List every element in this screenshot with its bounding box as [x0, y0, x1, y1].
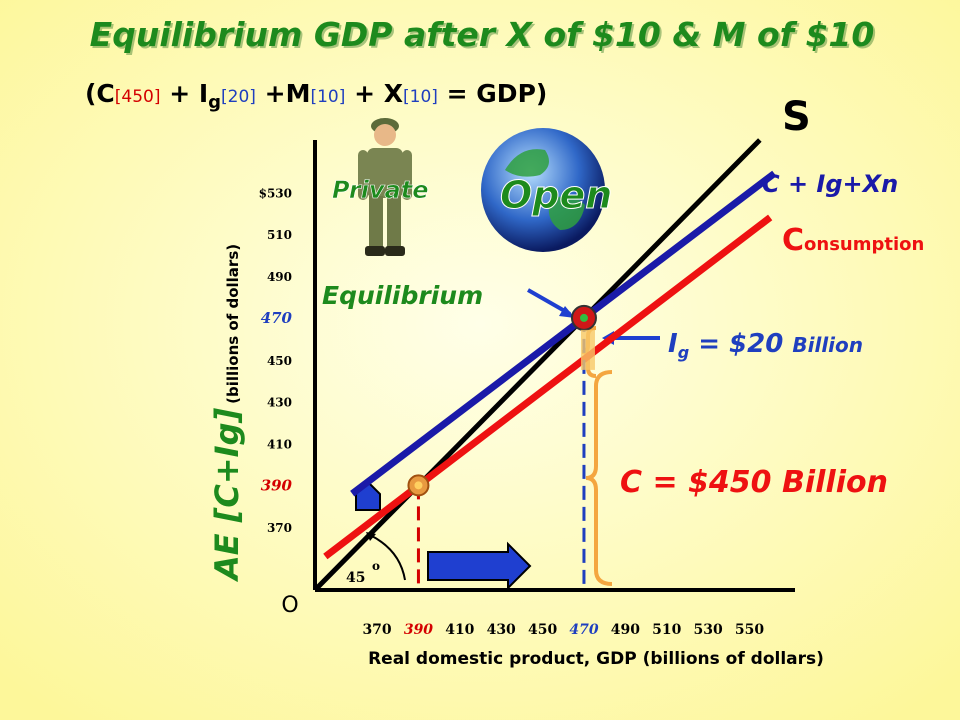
series-label: C + Ig+Xn — [762, 170, 898, 198]
x-tick-label: 410 — [445, 622, 474, 638]
y-tick-label: 370 — [267, 521, 292, 535]
title-shadow: Equilibrium GDP after X of $10 & M of $1… — [92, 17, 877, 56]
x-axis-label: Real domestic product, GDP (billions of … — [368, 649, 824, 669]
subtitle-part: g — [208, 92, 221, 113]
open-label: Open — [500, 173, 612, 217]
subtitle-part: + X — [345, 79, 403, 108]
x-tick-label: 550 — [735, 622, 764, 638]
series-label-part: onsumption — [804, 234, 924, 255]
origin-label: O — [281, 593, 298, 618]
series-label-part: C — [782, 223, 804, 258]
y-tick-label: 510 — [267, 228, 292, 242]
y-tick-label: 470 — [261, 309, 293, 327]
y-tick-label: 430 — [267, 396, 292, 410]
brace-c — [585, 370, 613, 586]
point-center — [414, 481, 423, 490]
series-label: S — [782, 94, 811, 140]
chart-title: Equilibrium GDP after X of $10 & M of $1… — [90, 15, 875, 54]
y-tick-label: 410 — [267, 437, 292, 451]
private-label: Private — [332, 176, 429, 204]
ig-label: Ig = $20 Billion — [668, 329, 863, 362]
ig-part: = $20 — [689, 329, 792, 359]
subtitle-part: [450] — [115, 87, 161, 107]
x-tick-label: 390 — [404, 622, 433, 638]
series-line — [350, 170, 777, 497]
x-tick-label: 450 — [528, 622, 557, 638]
globe-icon — [481, 128, 605, 252]
ig-part: g — [678, 343, 689, 362]
x-tick-label: 510 — [652, 622, 681, 638]
ig-part: Billion — [792, 333, 863, 357]
subtitle-part: [20] — [221, 87, 256, 107]
y-tick-label: $530 — [259, 186, 292, 200]
x-tick-label: 490 — [611, 622, 640, 638]
x-tick-label: 370 — [362, 622, 391, 638]
subtitle-part: [10] — [310, 87, 345, 107]
x-tick-label: 430 — [487, 622, 516, 638]
equilibrium-label: Equilibrium — [322, 281, 483, 310]
ig-bar — [580, 329, 595, 370]
series-label: Consumption — [782, 223, 924, 258]
series-line — [323, 214, 773, 560]
subtitle-part: +M — [256, 79, 311, 108]
private-icon — [358, 118, 412, 256]
x-tick-label: 530 — [693, 622, 722, 638]
point-center — [579, 313, 588, 322]
angle-label: 45 — [346, 570, 365, 586]
subtitle-part: [10] — [403, 87, 438, 107]
y-axis-title: AE [C+Ig] — [208, 408, 246, 584]
subtitle: (C[450] + Ig[20] +M[10] + X[10] = GDP) — [85, 79, 547, 113]
c-label: C = $450 Billion — [620, 465, 888, 500]
ig-part: I — [668, 329, 678, 359]
subtitle-part: = GDP) — [438, 79, 547, 108]
y-axis-unit: (billions of dollars) — [224, 244, 242, 404]
y-tick-label: 450 — [267, 354, 292, 368]
series-line — [313, 138, 762, 592]
subtitle-part: (C — [85, 79, 115, 108]
y-axis-label: AE [C+Ig] (billions of dollars) — [208, 244, 246, 583]
subtitle-part: + I — [161, 79, 209, 108]
y-tick-label: 490 — [267, 270, 292, 284]
x-tick-label: 470 — [569, 622, 598, 638]
degree-label: o — [372, 559, 380, 573]
y-tick-label: 390 — [261, 476, 293, 494]
